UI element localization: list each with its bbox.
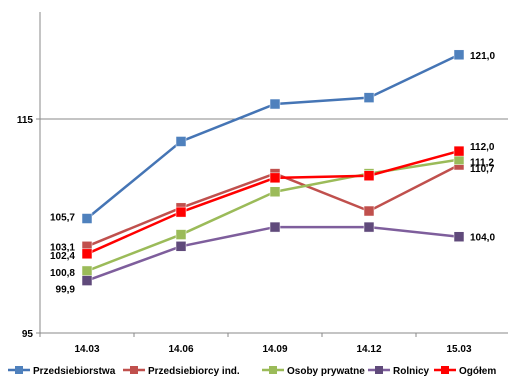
series-point-2-2 [269, 186, 281, 198]
legend-label: Rolnicy [393, 366, 430, 377]
data-label-0-0: 105,7 [50, 213, 75, 224]
data-label-3-4: 104,0 [470, 233, 495, 244]
series-lines [86, 53, 460, 282]
series-line-4 [86, 149, 460, 255]
series-point-4-0 [81, 248, 93, 260]
series-point-3-0 [81, 275, 93, 286]
data-label-1-0: 103,1 [50, 242, 75, 253]
series-point-2-1 [175, 229, 187, 240]
legend-swatch-marker [441, 366, 449, 374]
series-point-1-3 [363, 205, 375, 217]
data-label-3-0: 99,9 [56, 285, 76, 296]
series-point-3-4 [453, 231, 465, 242]
x-tick-label: 14.09 [262, 344, 287, 355]
legend: Przedsiebiorstwa Przedsiebiorcy ind. Osoby… [8, 366, 496, 377]
series-point-0-3 [363, 92, 375, 103]
series-markers [81, 49, 465, 286]
series-point-4-3 [363, 170, 375, 181]
series-point-3-3 [363, 221, 375, 233]
data-label-2-0: 100,8 [50, 268, 75, 279]
data-label-1-4: 110,7 [470, 164, 495, 175]
legend-label: Przedsiebiorcy ind. [148, 366, 240, 377]
series-point-4-1 [175, 206, 187, 218]
legend-swatch-marker [269, 366, 277, 374]
legend-swatch-marker [375, 366, 383, 374]
legend-label: Przedsiebiorstwa [33, 366, 116, 377]
legend-swatch-marker [130, 366, 138, 374]
y-tick-label: 115 [17, 115, 34, 126]
legend-label: Osoby prywatne [287, 366, 365, 377]
series-point-3-2 [269, 221, 281, 233]
data-label-0-4: 121,0 [470, 51, 495, 62]
series-point-0-0 [81, 213, 93, 224]
y-tick-label: 95 [22, 329, 34, 340]
series-point-0-2 [269, 98, 281, 110]
data-label-4-0: 102,4 [50, 251, 75, 262]
legend-swatch-marker [15, 366, 23, 374]
x-tick-label: 14.03 [74, 344, 99, 355]
data-label-4-4: 112,0 [470, 142, 495, 153]
series-point-4-2 [269, 172, 281, 184]
series-point-4-4 [453, 145, 465, 157]
series-line-3 [86, 225, 460, 282]
axes: 95 115 14.03 14.06 14.09 14.12 15.03 [17, 12, 508, 355]
x-tick-label: 14.06 [168, 344, 193, 355]
series-point-0-1 [175, 136, 187, 147]
series-point-2-0 [81, 265, 93, 277]
series-point-0-4 [453, 49, 465, 61]
data-labels: 105,7 121,0 103,1 110,7 100,8 111,2 99,9 104,0 1… [50, 51, 495, 296]
legend-label: Ogółem [459, 366, 496, 377]
x-tick-label: 14.12 [356, 344, 381, 355]
series-point-3-1 [175, 241, 187, 252]
x-tick-label: 15.03 [446, 344, 471, 355]
data-label-2-4: 111,2 [470, 158, 494, 169]
